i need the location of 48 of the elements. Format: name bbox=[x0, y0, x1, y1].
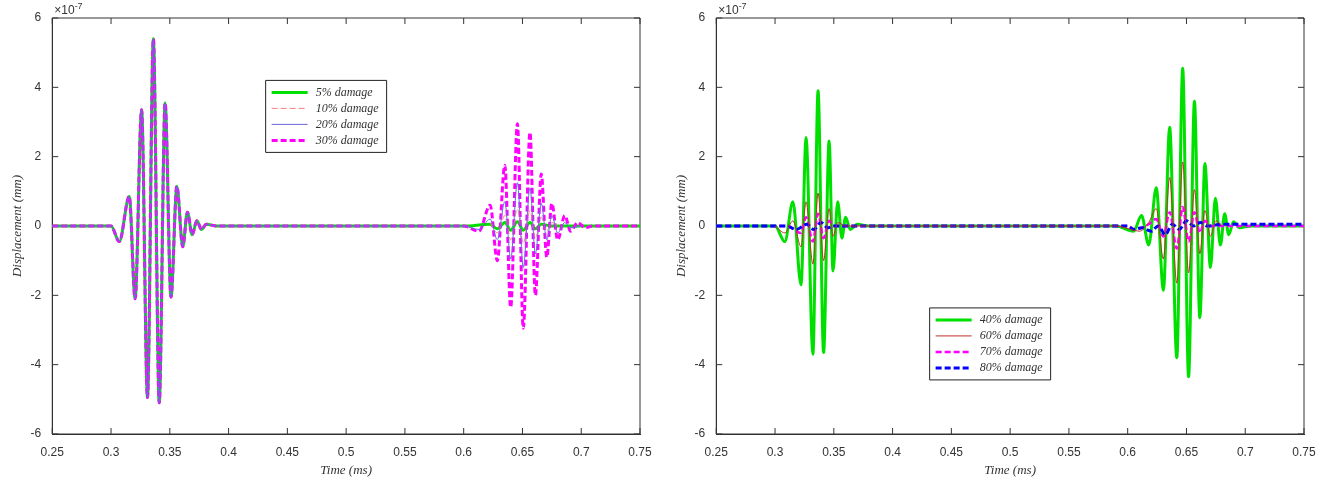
legend-label: 20% damage bbox=[315, 116, 380, 131]
legend-label: 10% damage bbox=[315, 100, 380, 115]
y-tick-label: -4 bbox=[30, 356, 42, 371]
legend-label: 40% damage bbox=[979, 312, 1044, 327]
x-tick-label: 0.55 bbox=[393, 444, 417, 459]
x-tick-label: 0.6 bbox=[455, 444, 473, 459]
y-tick-label: -6 bbox=[30, 426, 42, 441]
y-tick-label: 2 bbox=[34, 148, 42, 163]
legend-label: 70% damage bbox=[979, 344, 1044, 359]
legend-label: 5% damage bbox=[315, 84, 374, 99]
y-axis-title: Displacement (mm) bbox=[9, 174, 25, 279]
y-tick-label: 2 bbox=[698, 148, 706, 163]
y-axis-title: Displacement (mm) bbox=[673, 174, 689, 279]
x-tick-label: 0.75 bbox=[1292, 444, 1316, 459]
x-tick-label: 0.3 bbox=[766, 444, 784, 459]
legend-label: 80% damage bbox=[979, 360, 1044, 375]
x-tick-label: 0.7 bbox=[1236, 444, 1254, 459]
x-tick-label: 0.25 bbox=[40, 444, 65, 459]
y-tick-label: -6 bbox=[694, 426, 706, 441]
x-tick-label: 0.7 bbox=[572, 444, 590, 459]
x-axis-title: Time (ms) bbox=[320, 461, 372, 477]
y-tick-label: 6 bbox=[34, 10, 42, 25]
y-tick-label: 0 bbox=[34, 218, 42, 233]
x-tick-label: 0.45 bbox=[275, 444, 300, 459]
x-tick-label: 0.35 bbox=[822, 444, 846, 459]
legend-label: 60% damage bbox=[979, 328, 1044, 343]
x-tick-label: 0.4 bbox=[220, 444, 238, 459]
y-tick-label: 6 bbox=[698, 10, 706, 25]
x-tick-label: 0.55 bbox=[1057, 444, 1081, 459]
x-tick-label: 0.65 bbox=[510, 444, 535, 459]
x-tick-label: 0.5 bbox=[337, 444, 355, 459]
x-tick-label: 0.5 bbox=[1001, 444, 1019, 459]
y-tick-label: 4 bbox=[698, 79, 706, 94]
x-tick-label: 0.65 bbox=[1174, 444, 1199, 459]
y-tick-label: -2 bbox=[694, 287, 706, 302]
x-tick-label: 0.3 bbox=[102, 444, 120, 459]
x-tick-label: 0.25 bbox=[704, 444, 729, 459]
legend-label: 30% damage bbox=[314, 132, 380, 147]
y-tick-label: 4 bbox=[34, 79, 42, 94]
x-tick-label: 0.35 bbox=[158, 444, 182, 459]
x-tick-label: 0.75 bbox=[628, 444, 652, 459]
y-tick-label: -4 bbox=[694, 356, 706, 371]
x-axis-title: Time (ms) bbox=[984, 461, 1036, 477]
x-tick-label: 0.45 bbox=[939, 444, 964, 459]
x-tick-label: 0.4 bbox=[884, 444, 902, 459]
y-tick-label: 0 bbox=[698, 218, 706, 233]
y-tick-label: -2 bbox=[30, 287, 42, 302]
x-tick-label: 0.6 bbox=[1119, 444, 1137, 459]
